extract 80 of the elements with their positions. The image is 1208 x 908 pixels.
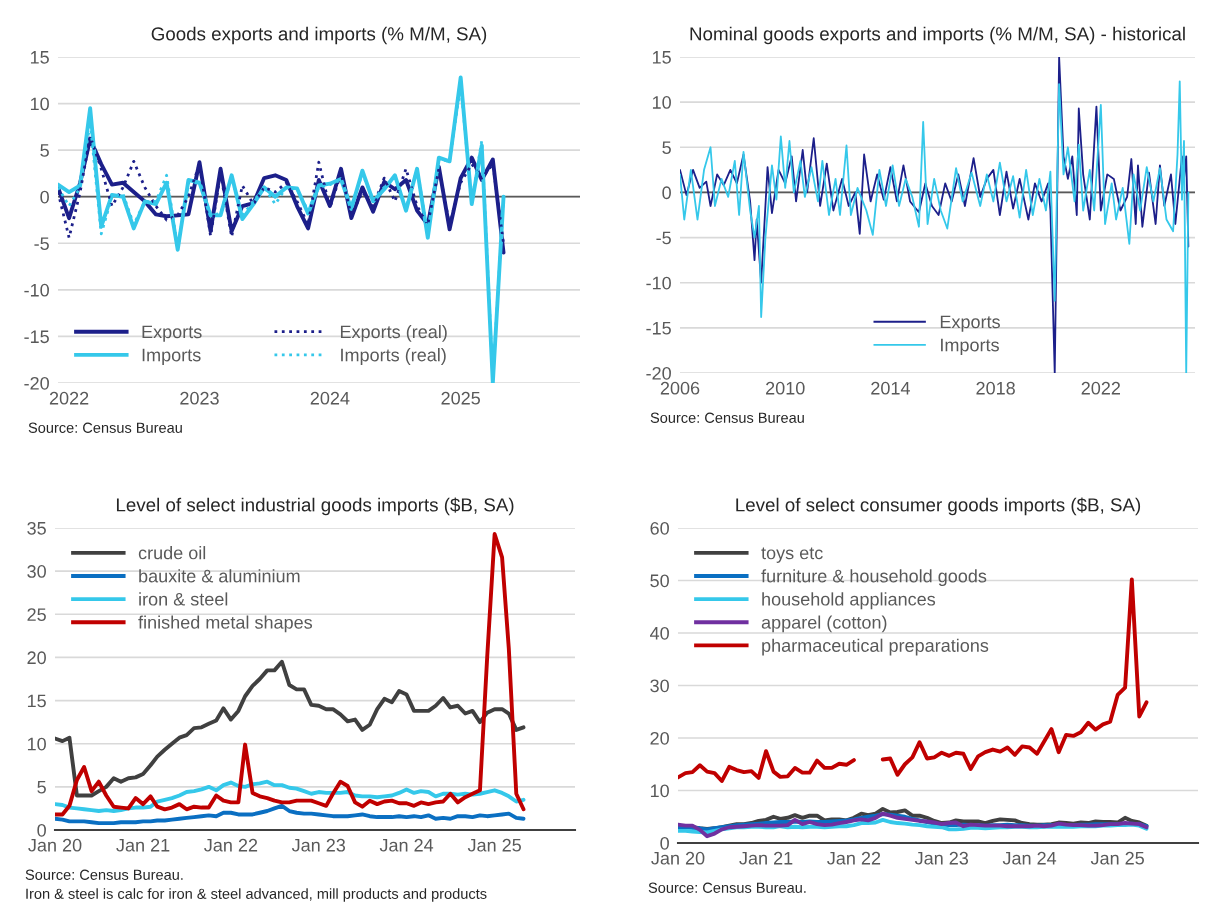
x-tick-label: Jan 24	[379, 838, 434, 852]
text: Iron & steel is calc for iron & steel advanced, mill products and products	[26, 888, 487, 902]
x-tick-label: 2023	[180, 391, 219, 405]
source-note: Source: Census Bureau.	[648, 882, 806, 893]
chart-title: Goods exports and imports (% M/M, SA)	[151, 26, 487, 45]
source-note: Source: Census Bureau.	[25, 869, 183, 880]
legend-label: bauxite & aluminium	[139, 569, 300, 583]
x-tick-label: 2024	[310, 391, 350, 405]
legend-label: furniture & household goods	[761, 569, 987, 587]
legend-label: apparel (cotton)	[761, 615, 887, 633]
y-tick-label: -20	[24, 376, 49, 390]
legend-label: household appliances	[762, 592, 936, 610]
x-tick-label: Jan 24	[1002, 851, 1057, 865]
y-tick-label: 35	[27, 521, 46, 535]
source-note: Source: Census Bureau	[650, 412, 804, 423]
y-tick-label: 60	[650, 521, 669, 535]
y-tick-label: 30	[650, 679, 669, 693]
legend-label: Exports	[142, 325, 202, 342]
legend-label: Imports	[142, 348, 201, 365]
chart-title: Level of select consumer goods imports ($B, SA)	[736, 497, 1141, 516]
chart-title: Level of select industrial goods imports ($B, SA)	[116, 497, 514, 516]
legend-label: Exports (real)	[340, 324, 447, 342]
x-tick-label: Jan 25	[1090, 851, 1144, 865]
x-tick-label: 2006	[660, 381, 700, 395]
source-note: Source: Census Bureau	[28, 422, 182, 433]
x-tick-label: Jan 20	[28, 838, 82, 852]
legend-label: pharmaceutical preparations	[762, 638, 989, 656]
y-tick-label: 5	[662, 141, 671, 155]
y-tick-label: 15	[652, 51, 671, 64]
line-series	[55, 803, 526, 826]
y-tick-label: 0	[662, 186, 671, 200]
legend-label: crude oil	[138, 546, 206, 560]
legend-label: finished metal shapes	[138, 615, 313, 633]
line-series	[55, 532, 526, 817]
x-tick-label: 2014	[871, 381, 910, 395]
y-tick-label: 30	[27, 565, 46, 578]
y-tick-label: 0	[37, 823, 46, 837]
x-tick-label: Jan 21	[739, 851, 793, 865]
y-tick-label: 15	[30, 51, 49, 64]
x-tick-label: Jan 21	[116, 838, 170, 852]
x-tick-label: Jan 22	[204, 838, 258, 852]
y-tick-label: 10	[652, 96, 671, 109]
x-tick-label: Jan 23	[291, 838, 346, 852]
y-tick-label: 25	[27, 608, 46, 622]
x-tick-label: Jan 25	[467, 838, 521, 852]
x-tick-label: 2010	[766, 381, 805, 395]
legend-label: Imports	[941, 338, 999, 355]
x-tick-label: 2022	[49, 391, 89, 405]
y-tick-label: 5	[37, 780, 46, 794]
y-tick-label: 10	[27, 737, 46, 751]
x-tick-label: Jan 23	[914, 851, 969, 865]
line-series	[55, 659, 526, 798]
y-tick-label: 15	[27, 694, 46, 708]
x-tick-label: Jan 22	[827, 851, 881, 865]
y-tick-label: -15	[24, 330, 49, 344]
x-tick-label: Jan 20	[651, 851, 705, 865]
legend-label: toys etc	[761, 547, 823, 563]
y-tick-label: -5	[34, 237, 49, 251]
x-tick-label: 2018	[976, 381, 1015, 395]
y-tick-label: 10	[650, 784, 669, 798]
y-tick-label: 10	[30, 97, 49, 111]
legend-label: Imports (real)	[341, 348, 446, 365]
y-tick-label: 50	[650, 574, 669, 588]
y-tick-label: 20	[650, 731, 669, 745]
x-tick-label: 2025	[441, 391, 480, 405]
y-tick-label: 0	[40, 190, 49, 204]
y-tick-label: -10	[24, 283, 49, 297]
y-tick-label: -5	[656, 231, 671, 245]
legend-label: Exports	[940, 315, 1000, 332]
y-tick-label: 0	[660, 836, 669, 850]
legend-label: iron & steel	[139, 592, 228, 606]
chart-title: Nominal goods exports and imports (% M/M, SA) - historical	[690, 26, 1185, 45]
y-tick-label: -15	[646, 321, 671, 335]
y-tick-label: -20	[646, 366, 671, 380]
y-tick-label: 5	[40, 144, 49, 157]
y-tick-label: 40	[650, 626, 669, 640]
line-series	[678, 811, 1149, 839]
x-tick-label: 2022	[1081, 381, 1120, 395]
y-tick-label: 20	[27, 651, 46, 665]
y-tick-label: -10	[646, 276, 671, 290]
